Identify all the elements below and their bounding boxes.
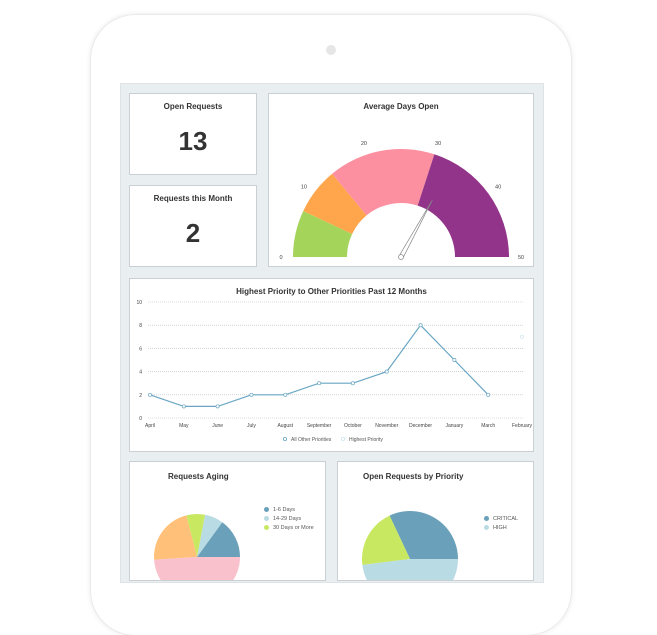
aging-legend: 1-6 Days 14-29 Days 30 Days or More [264,506,314,533]
priority-legend: CRITICAL HIGH [484,515,518,533]
y-tick-label: 6 [139,346,142,352]
gauge-band [303,173,367,235]
legend-marker [264,516,269,522]
data-point [418,323,423,328]
card-title: Requests this Month [153,194,233,203]
y-tick-label: 0 [139,416,142,422]
legend-marker [340,436,345,441]
legend-label: HIGH [493,525,507,531]
y-tick-label: 8 [139,323,142,329]
gauge-tick-label: 40 [495,184,501,190]
chart-title: Requests Aging [168,472,229,481]
x-tick-label: July [247,423,256,429]
gauge-tick-label: 0 [279,255,282,261]
x-tick-label: February [512,423,533,429]
card-title: Open Requests [163,102,223,111]
chart-title: Open Requests by Priority [363,472,464,481]
gauge-chart: 0 10 20 30 40 50 [279,141,524,261]
legend-label: All Other Priorities [291,437,332,443]
x-tick-label: November [375,423,398,429]
pie-slice [186,514,206,557]
legend-item[interactable]: 14-29 Days [264,515,314,524]
data-point [317,381,322,386]
legend-label: 14-29 Days [273,516,302,522]
data-point [520,334,524,339]
gauge-band [417,154,509,257]
x-tick-label: April [145,423,155,429]
data-point [148,392,152,397]
legend-label: 30 Days or More [273,525,314,531]
pie-slice [389,511,458,559]
x-tick-label: December [409,423,432,429]
gauge-tick-label: 50 [518,255,524,261]
data-point [384,369,389,374]
legend-marker [264,507,269,513]
gauge-tick-label: 30 [435,141,441,147]
gauge-card: Average Days Open 0 10 20 30 40 50 [268,93,534,267]
legend-marker [484,525,489,531]
legend-item[interactable]: 1-6 Days [264,506,314,515]
pie-slice [362,515,410,566]
chart-title: Average Days Open [363,102,439,111]
legend-item[interactable]: CRITICAL [484,515,518,524]
x-tick-label: March [481,423,495,429]
legend-marker [264,525,269,531]
gauge-band [332,149,435,216]
camera-dot [326,45,336,55]
data-point [215,404,220,409]
chart-title: Highest Priority to Other Priorities Pas… [236,287,427,296]
pie-slice [197,514,223,557]
data-point [181,404,186,409]
legend-label: 1-6 Days [273,507,296,513]
y-tick-label: 10 [136,300,142,306]
legend-marker [282,436,287,441]
data-point [350,381,355,386]
x-tick-label: May [179,423,189,429]
pie-slice [154,557,240,580]
x-tick-label: October [344,423,362,429]
data-point [486,392,491,397]
series-line [149,324,489,408]
line-chart-card: Highest Priority to Other Priorities Pas… [129,278,534,452]
data-point [452,358,457,362]
legend-marker [484,516,489,522]
x-tick-label: August [277,423,293,429]
priority-card: Open Requests by Priority CRITICAL HIGH [337,461,534,581]
x-tick-label: September [307,423,332,429]
gauge-needle-pivot [398,254,404,260]
kpi-value: 2 [185,218,201,248]
legend-item[interactable]: 30 Days or More [264,524,314,533]
gauge-needle [398,199,433,259]
line-chart: 0 2 4 6 8 10 April May June July August September Oc… [136,300,533,443]
kpi-value: 13 [178,126,208,156]
y-tick-label: 2 [139,393,142,399]
pie-slice [154,515,197,560]
gauge-band [293,211,353,257]
gauge-tick-label: 10 [301,184,307,190]
x-tick-label: June [212,423,223,429]
y-tick-label: 4 [139,370,142,376]
open-requests-card[interactable]: Open Requests 13 [129,93,257,175]
requests-month-card[interactable]: Requests this Month 2 [129,185,257,267]
requests-aging-card: Requests Aging 1-6 Days 14-29 Days 30 Days… [129,461,326,581]
x-tick-label: January [445,423,463,429]
legend-label: Highest Priority [349,437,383,443]
data-point [249,392,254,397]
pie-slice [197,522,240,557]
gauge-tick-label: 20 [361,141,367,147]
legend-label: CRITICAL [493,516,519,522]
legend-item[interactable]: HIGH [484,524,518,533]
data-point [283,392,288,397]
